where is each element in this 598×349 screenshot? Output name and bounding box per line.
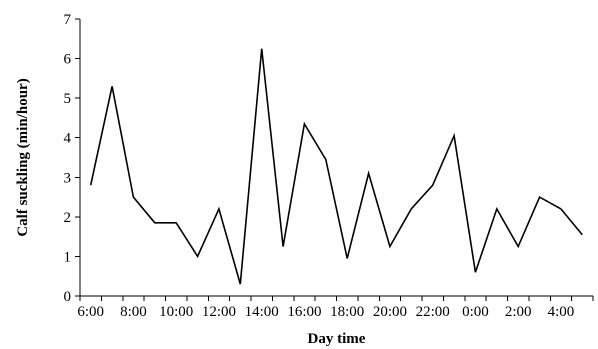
x-tick-label: 22:00 xyxy=(416,304,450,320)
y-tick-label: 5 xyxy=(64,91,72,107)
y-tick-label: 1 xyxy=(64,249,72,265)
x-tick-label: 14:00 xyxy=(245,304,279,320)
series-line xyxy=(89,48,583,285)
y-tick-label: 0 xyxy=(64,289,72,305)
series-group xyxy=(89,48,583,285)
y-tick-label: 2 xyxy=(64,210,72,226)
y-tick-label: 7 xyxy=(64,12,72,28)
x-tick-label: 6:00 xyxy=(77,304,104,320)
x-tick-label: 2:00 xyxy=(505,304,532,320)
x-tick-label: 20:00 xyxy=(373,304,407,320)
y-axis-ticks: 0 1 2 3 4 5 6 7 xyxy=(64,12,80,305)
x-axis-ticks: 6:00 8:00 10:00 12:00 14:00 16:00 18:00 20:00 22… xyxy=(77,296,594,320)
y-axis-title: Calf suckling (min/hour) xyxy=(15,78,31,236)
axes xyxy=(79,19,593,297)
x-tick-label: 16:00 xyxy=(287,304,321,320)
x-tick-label: 10:00 xyxy=(159,304,193,320)
y-tick-label: 6 xyxy=(64,52,72,68)
y-tick-label: 3 xyxy=(64,170,72,186)
y-tick-label: 4 xyxy=(64,131,72,147)
x-tick-label: 12:00 xyxy=(202,304,236,320)
x-tick-label: 8:00 xyxy=(120,304,147,320)
x-axis-title: Day time xyxy=(308,331,366,347)
x-tick-label: 0:00 xyxy=(462,304,489,320)
x-tick-label: 4:00 xyxy=(548,304,575,320)
x-tick-label: 18:00 xyxy=(330,304,364,320)
